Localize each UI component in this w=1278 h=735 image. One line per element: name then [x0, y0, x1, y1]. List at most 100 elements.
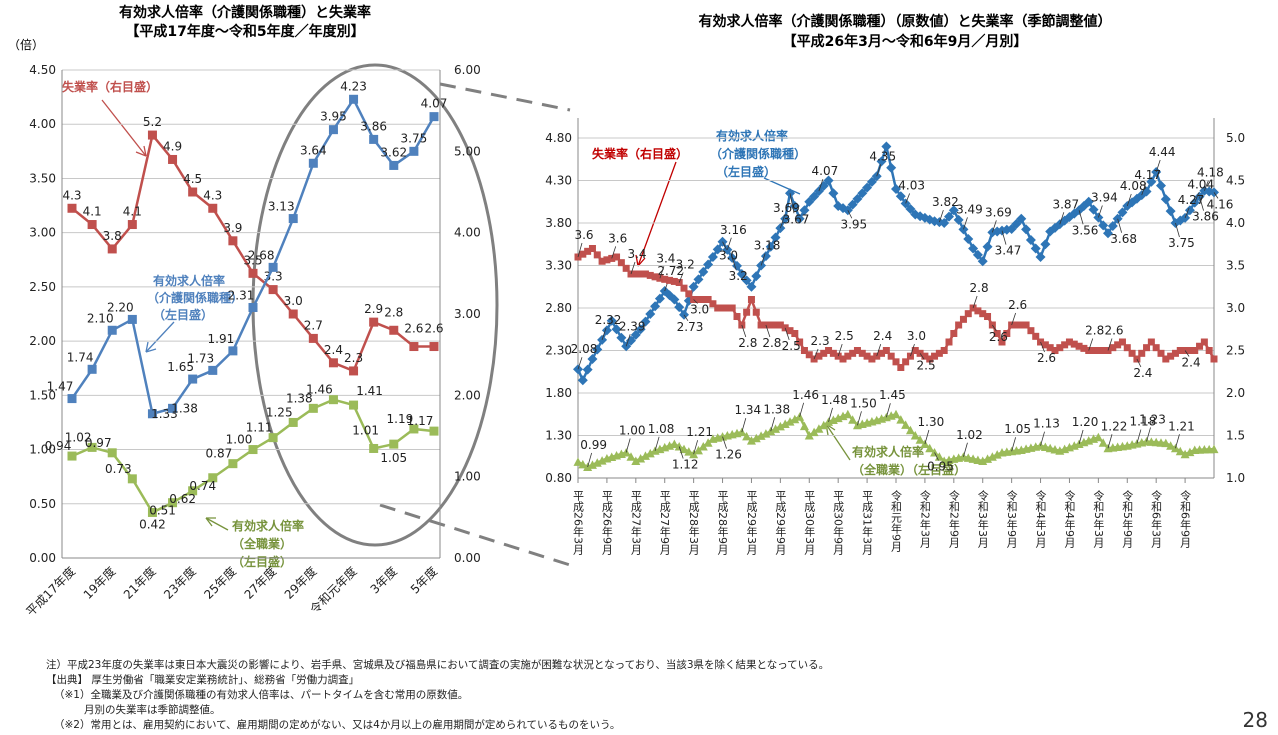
- right-series-point-2: [799, 421, 809, 431]
- left-series-point-1: [389, 160, 399, 170]
- right-series-point-1: [1017, 321, 1025, 329]
- right-data-leader-0: [1199, 196, 1204, 211]
- right-series-point-0: [587, 354, 598, 364]
- left-series-point-2: [168, 498, 178, 508]
- right-series-point-0: [635, 324, 646, 335]
- left-series-point-0: [208, 203, 218, 213]
- left-series-point-2: [328, 395, 338, 405]
- right-series-point-1: [926, 355, 934, 363]
- right-series-point-0: [794, 213, 805, 224]
- left-x-tick-label: 平成17年度: [23, 564, 78, 619]
- right-data-leader-0: [1097, 205, 1103, 218]
- left-series-point-1: [248, 302, 258, 312]
- right-data-leader-1: [972, 295, 978, 309]
- right-data-label-0: 2.08: [571, 342, 598, 356]
- left-series-point-1: [208, 365, 218, 375]
- right-series-point-1: [1046, 344, 1054, 352]
- right-y-tick-label: 1.80: [545, 386, 572, 400]
- right-data-label-1: 3.2: [676, 258, 695, 272]
- left-series-point-1: [228, 346, 238, 356]
- right-data-label-2: 1.45: [879, 388, 906, 402]
- left-series-point-0: [328, 358, 338, 368]
- right-series-point-1: [584, 247, 592, 255]
- right-data-label-1: 3.6: [608, 231, 627, 245]
- left-y-tick-label: 3.00: [29, 226, 56, 240]
- footnote-4: 月別の失業率は季節調整値。: [84, 704, 221, 716]
- right-data-leader-0: [577, 357, 583, 370]
- left-series-point-1: [288, 214, 298, 224]
- right-series-point-2: [756, 431, 766, 440]
- right-all-annotation-2: （全職業）（左目盛）: [852, 462, 966, 477]
- right-series-point-0: [977, 256, 988, 267]
- right-series-point-1: [1200, 338, 1208, 346]
- right-data-leader-0: [1117, 218, 1123, 233]
- right-data-label-0: 3.86: [1192, 210, 1219, 224]
- right-data-label-1: 3.4: [627, 247, 646, 261]
- right-series-point-0: [616, 332, 627, 343]
- right-data-leader-1: [813, 348, 819, 360]
- right-series-point-2: [771, 424, 781, 433]
- right-x-tick-label: 令和5年3月: [1092, 489, 1105, 548]
- right-data-label-0: 4.27: [1178, 193, 1205, 207]
- right-data-leader-0: [876, 164, 882, 177]
- left-series-point-2: [409, 424, 419, 434]
- right-series-point-1: [959, 315, 967, 323]
- right-series-point-0: [606, 315, 617, 326]
- right-series-point-2: [901, 420, 911, 429]
- left-data-label-2: 0.74: [189, 479, 216, 493]
- right-series-point-0: [703, 259, 714, 270]
- right-data-label-1: 2.8: [738, 336, 757, 350]
- right-data-leader-0: [905, 193, 911, 204]
- right-series-point-1: [579, 250, 587, 258]
- right-series-point-0: [577, 375, 588, 386]
- right-data-label-0: 2.39: [619, 319, 646, 333]
- right-data-leader-2: [1107, 434, 1113, 449]
- right-unemployment-arrowhead: [635, 254, 646, 267]
- right-series-point-1: [1147, 338, 1155, 346]
- left-series-point-0: [369, 317, 379, 327]
- right-series-point-2: [910, 431, 920, 440]
- right-series-point-2: [761, 429, 771, 438]
- right-data-leader-2: [1146, 427, 1151, 442]
- right-data-label-2: 1.18: [1130, 415, 1157, 429]
- right-series-point-2: [848, 415, 858, 424]
- right-series-point-1: [1056, 344, 1064, 352]
- left-data-label-2: 1.19: [387, 412, 414, 426]
- left-series-point-1: [409, 146, 419, 156]
- left-chart-subtitle: 【平成17年度～令和5年度／年度別】: [125, 23, 364, 40]
- right-series-point-1: [685, 290, 693, 298]
- right-series-point-1: [964, 310, 972, 318]
- right-series-point-0: [707, 252, 718, 262]
- left-data-label-0: 4.5: [183, 172, 202, 186]
- right-data-leader-1: [1011, 312, 1017, 326]
- left-y-tick-label: 1.00: [29, 443, 56, 457]
- right-series-point-0: [674, 302, 685, 313]
- right-data-label-1: 2.8: [970, 281, 989, 295]
- right-series-point-2: [891, 409, 901, 419]
- right-data-leader-1: [678, 272, 684, 283]
- left-series-point-0: [429, 342, 439, 352]
- right-data-label-0: 3.75: [1168, 236, 1195, 250]
- left-data-label-2: 0.87: [206, 447, 233, 461]
- right-x-tick-label: 平成31年3月: [861, 490, 874, 555]
- right-y2-tick-label: 1.5: [1226, 429, 1245, 443]
- left-all-annotation-2: （全職業）: [232, 536, 292, 551]
- right-x-tick-label: 平成26年3月: [572, 490, 585, 555]
- right-data-leader-0: [760, 253, 766, 266]
- right-series-point-0: [948, 205, 959, 216]
- right-series-point-1: [902, 358, 910, 366]
- right-series-point-0: [881, 141, 892, 152]
- right-data-leader-0: [1175, 222, 1180, 238]
- left-series-point-2: [208, 473, 218, 483]
- right-series-point-2: [679, 444, 689, 454]
- right-data-leader-1: [741, 324, 747, 338]
- right-series-point-1: [1123, 344, 1131, 352]
- left-series-point-1: [429, 112, 439, 122]
- left-data-label-0: 2.9: [364, 302, 383, 316]
- right-series-point-0: [828, 188, 839, 199]
- right-data-label-2: 1.08: [648, 422, 675, 436]
- right-data-leader-0: [1078, 210, 1084, 225]
- right-series-point-2: [915, 435, 925, 444]
- right-series-point-1: [935, 349, 943, 357]
- right-series-point-1: [1191, 347, 1199, 354]
